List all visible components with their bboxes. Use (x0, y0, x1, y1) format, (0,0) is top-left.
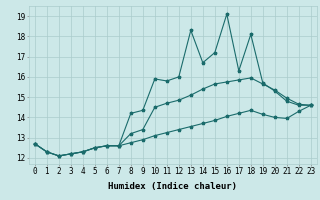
X-axis label: Humidex (Indice chaleur): Humidex (Indice chaleur) (108, 182, 237, 191)
